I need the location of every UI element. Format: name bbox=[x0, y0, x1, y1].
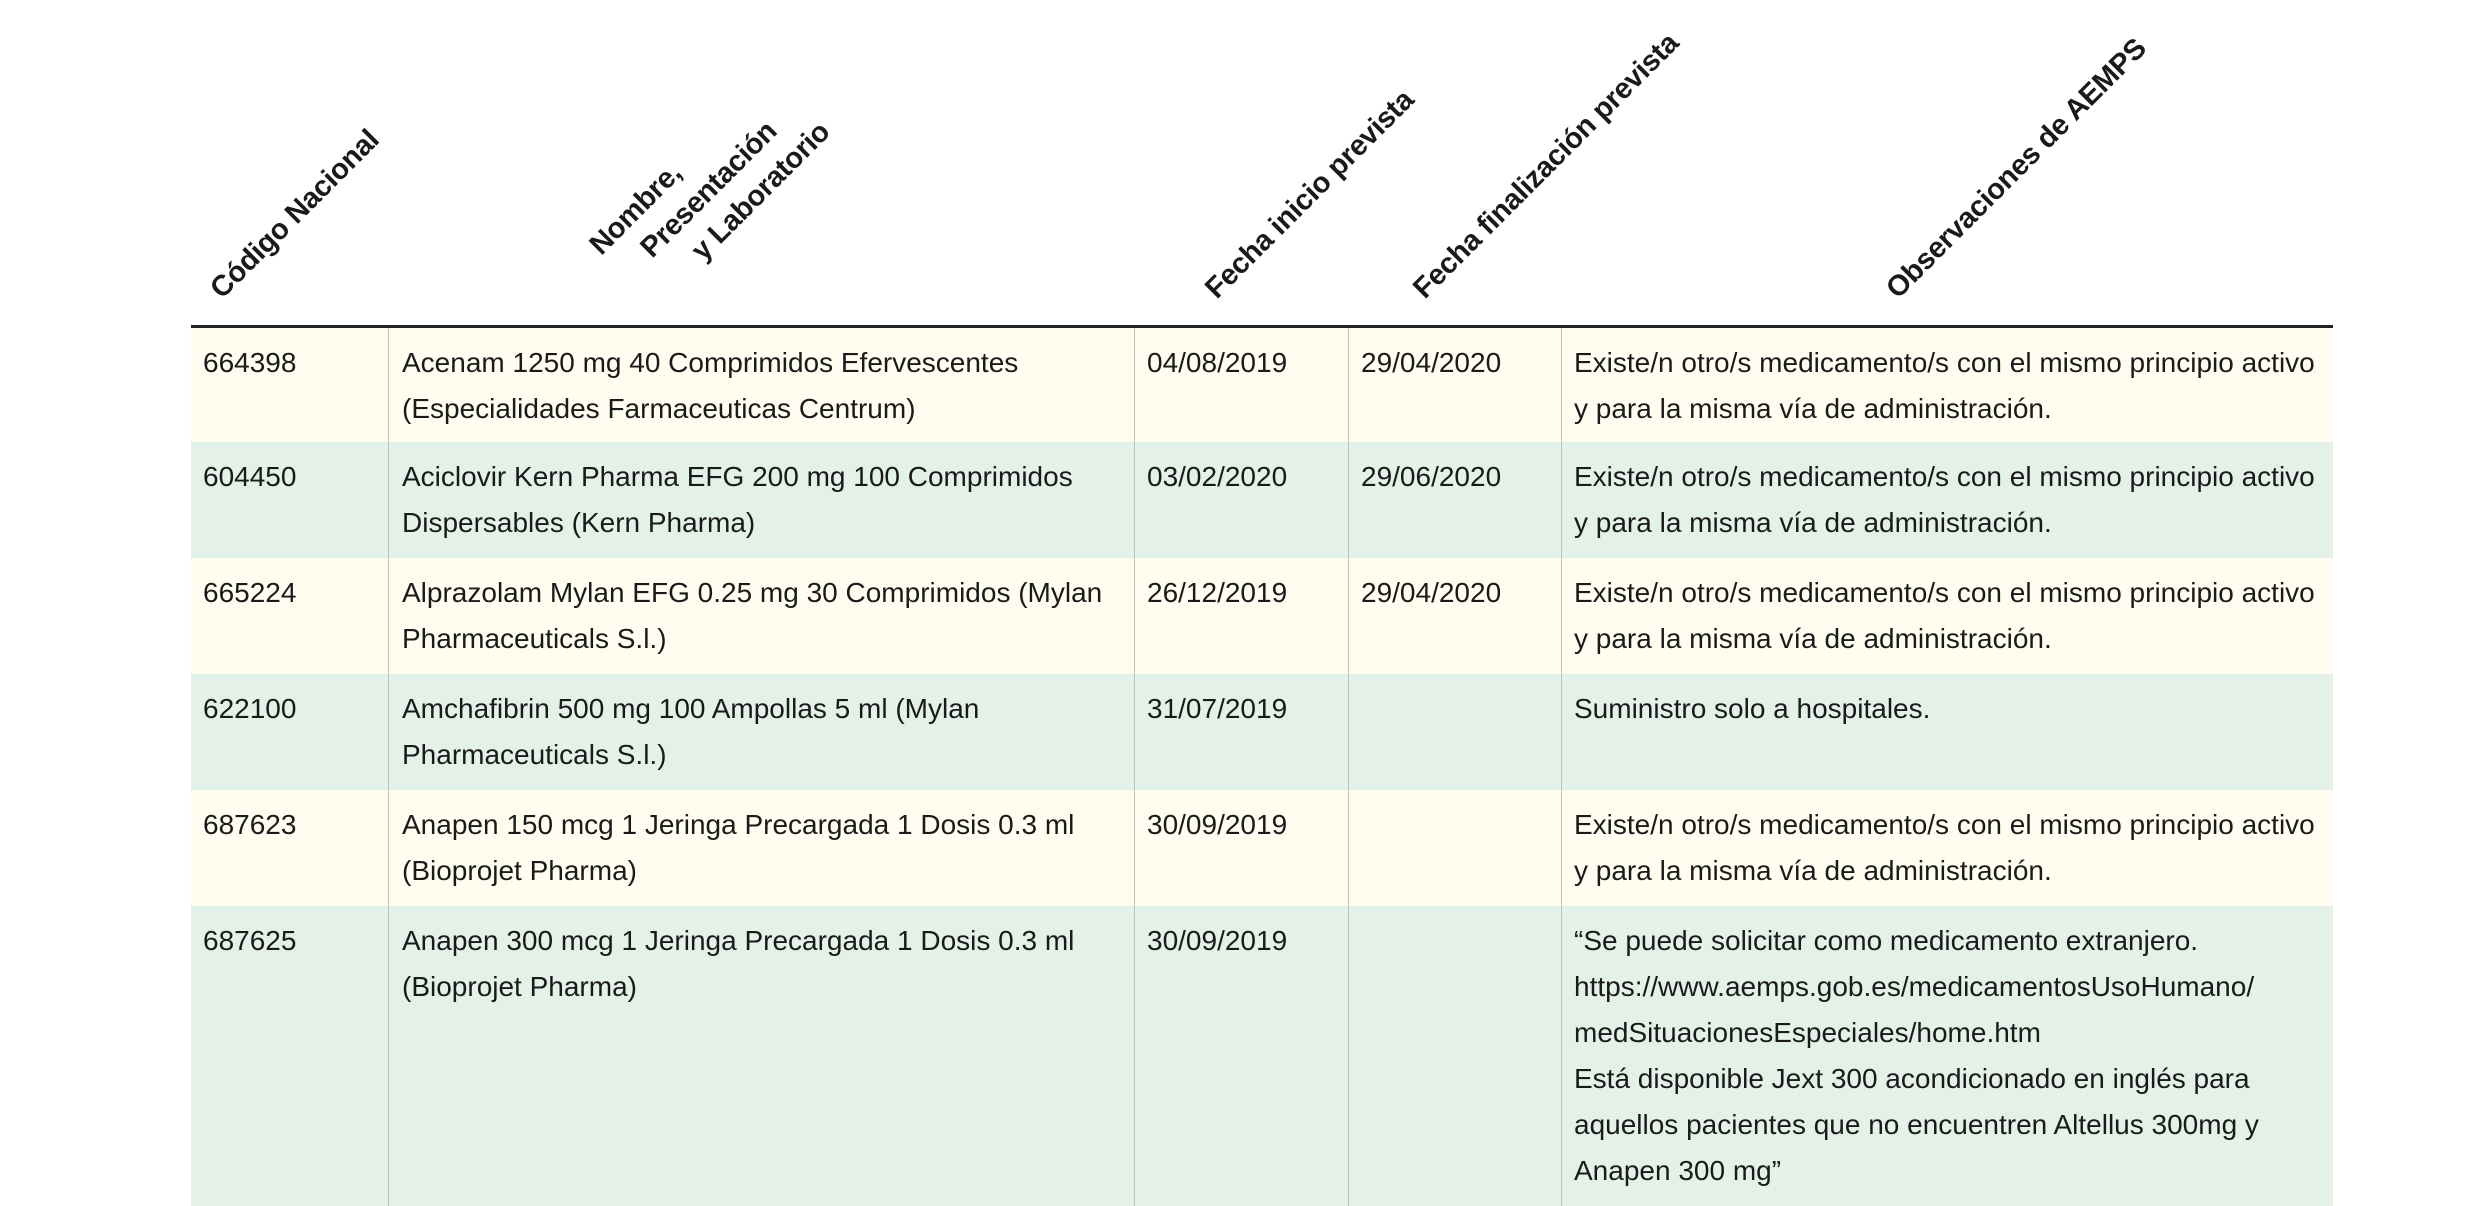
shortage-table: Código Nacional Nombre, Presentación y L… bbox=[191, 0, 2333, 1206]
table-row: 665224 Alprazolam Mylan EFG 0.25 mg 30 C… bbox=[191, 558, 2333, 674]
cell-fin: 29/04/2020 bbox=[1349, 558, 1562, 674]
cell-obs: Existe/n otro/s medicamento/s con el mis… bbox=[1574, 461, 2315, 538]
cell-nombre: Acenam 1250 mg 40 Comprimidos Efervescen… bbox=[389, 328, 1135, 444]
cell-inicio: 30/09/2019 bbox=[1135, 906, 1349, 1206]
table-row: 604450 Aciclovir Kern Pharma EFG 200 mg … bbox=[191, 442, 2333, 558]
table-row: 687625 Anapen 300 mcg 1 Jeringa Precarga… bbox=[191, 906, 2333, 1206]
header-inicio: Fecha inicio prevista bbox=[1197, 82, 1422, 307]
table-header: Código Nacional Nombre, Presentación y L… bbox=[191, 0, 2333, 328]
header-nombre: Nombre, Presentación y Laboratorio bbox=[581, 60, 838, 317]
header-codigo: Código Nacional bbox=[202, 122, 387, 307]
header-fin-label: Fecha finalización prevista bbox=[1407, 26, 1686, 305]
table-row: 687623 Anapen 150 mcg 1 Jeringa Precarga… bbox=[191, 790, 2333, 906]
table-body: 664398 Acenam 1250 mg 40 Comprimidos Efe… bbox=[191, 328, 2333, 1206]
cell-fin bbox=[1349, 790, 1562, 906]
cell-obs: “Se puede solicitar como medicamento ext… bbox=[1574, 925, 2259, 1186]
header-obs: Observaciones de AEMPS bbox=[1878, 30, 2155, 307]
header-inicio-label: Fecha inicio prevista bbox=[1199, 83, 1421, 305]
cell-inicio: 31/07/2019 bbox=[1135, 674, 1349, 790]
cell-inicio: 04/08/2019 bbox=[1135, 328, 1349, 444]
cell-nombre: Amchafibrin 500 mg 100 Ampollas 5 ml (My… bbox=[389, 674, 1135, 790]
cell-codigo: 664398 bbox=[191, 328, 389, 444]
cell-obs: Suministro solo a hospitales. bbox=[1574, 693, 1931, 724]
cell-nombre: Alprazolam Mylan EFG 0.25 mg 30 Comprimi… bbox=[389, 558, 1135, 674]
cell-fin: 29/06/2020 bbox=[1349, 442, 1562, 558]
header-fin: Fecha finalización prevista bbox=[1405, 25, 1687, 307]
cell-nombre: Anapen 150 mcg 1 Jeringa Precargada 1 Do… bbox=[389, 790, 1135, 906]
cell-inicio: 30/09/2019 bbox=[1135, 790, 1349, 906]
cell-codigo: 622100 bbox=[191, 674, 389, 790]
cell-fin: 29/04/2020 bbox=[1349, 328, 1562, 444]
cell-codigo: 604450 bbox=[191, 442, 389, 558]
cell-inicio: 26/12/2019 bbox=[1135, 558, 1349, 674]
cell-nombre: Anapen 300 mcg 1 Jeringa Precargada 1 Do… bbox=[389, 906, 1135, 1206]
table-row: 664398 Acenam 1250 mg 40 Comprimidos Efe… bbox=[191, 328, 2333, 444]
cell-obs: Existe/n otro/s medicamento/s con el mis… bbox=[1574, 347, 2315, 424]
cell-fin bbox=[1349, 906, 1562, 1206]
cell-codigo: 687623 bbox=[191, 790, 389, 906]
header-obs-label: Observaciones de AEMPS bbox=[1880, 32, 2153, 305]
cell-nombre: Aciclovir Kern Pharma EFG 200 mg 100 Com… bbox=[389, 442, 1135, 558]
cell-codigo: 687625 bbox=[191, 906, 389, 1206]
cell-fin bbox=[1349, 674, 1562, 790]
cell-obs: Existe/n otro/s medicamento/s con el mis… bbox=[1574, 577, 2315, 654]
header-codigo-label: Código Nacional bbox=[204, 123, 386, 305]
cell-codigo: 665224 bbox=[191, 558, 389, 674]
cell-inicio: 03/02/2020 bbox=[1135, 442, 1349, 558]
table-row: 622100 Amchafibrin 500 mg 100 Ampollas 5… bbox=[191, 674, 2333, 790]
cell-obs: Existe/n otro/s medicamento/s con el mis… bbox=[1574, 809, 2315, 886]
